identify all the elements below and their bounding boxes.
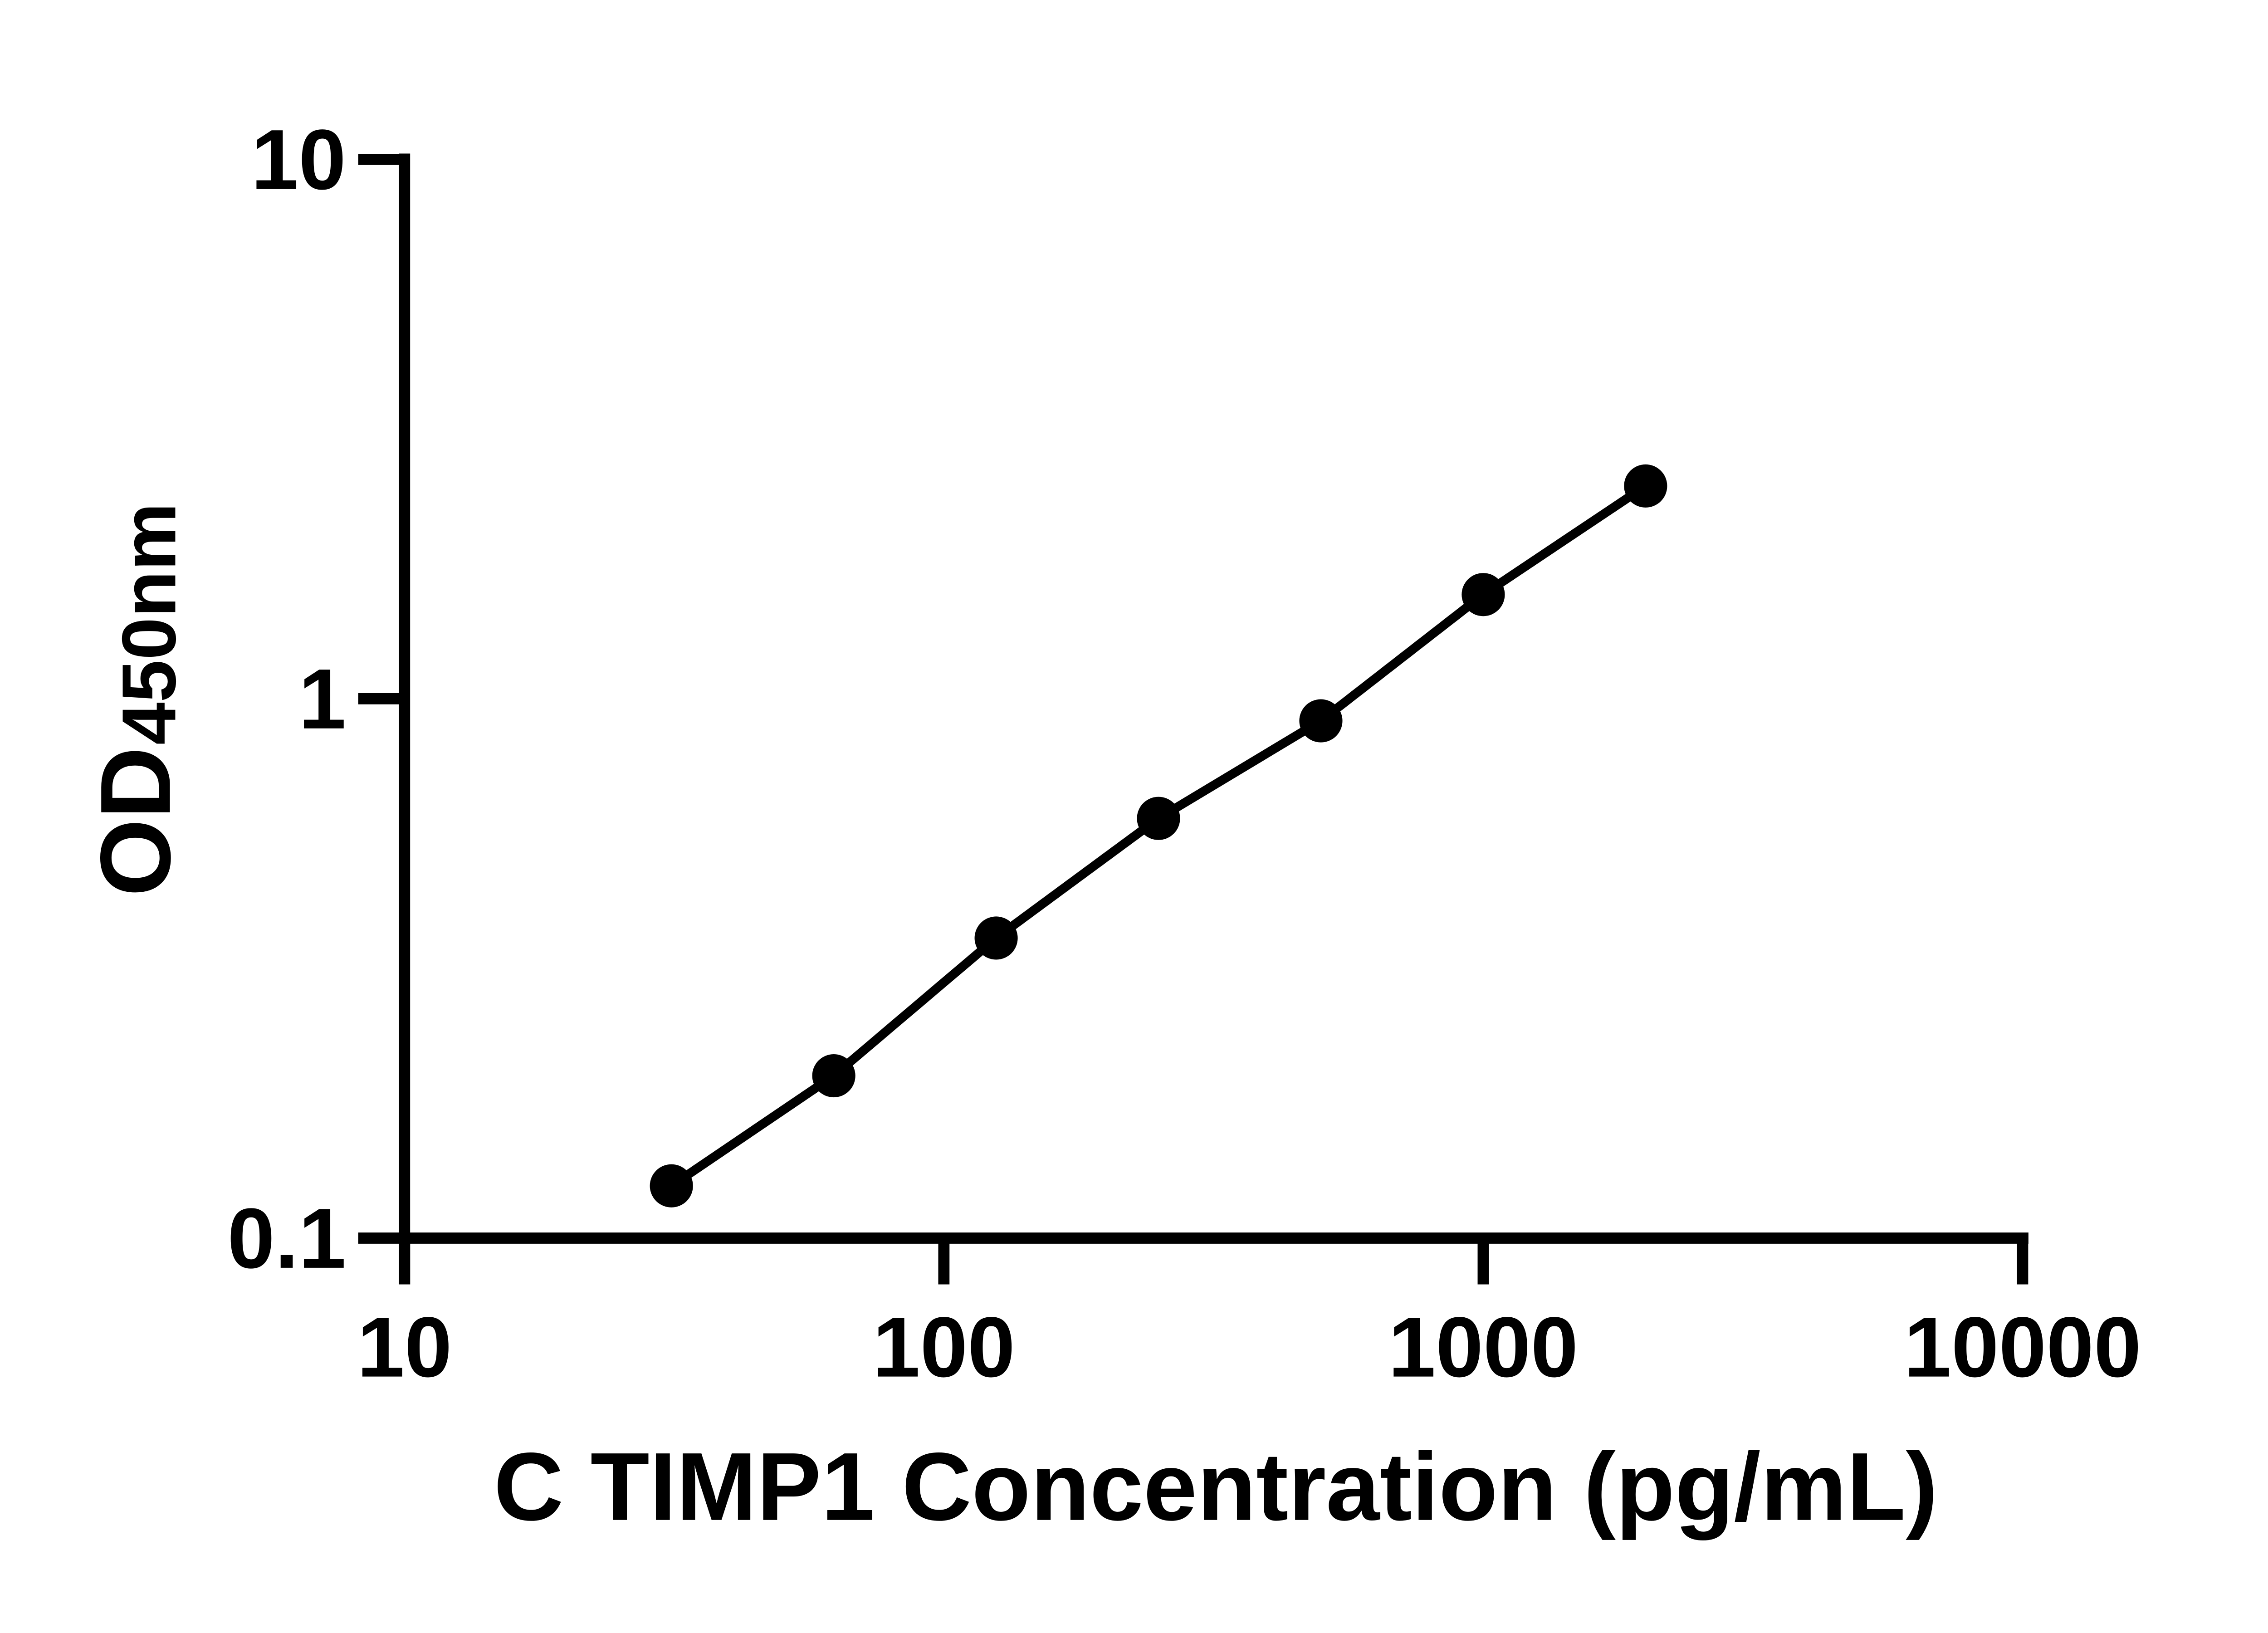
x-tick-label: 10000 <box>1904 1300 2141 1395</box>
data-point <box>1299 699 1343 743</box>
x-tick-label: 100 <box>873 1300 1015 1395</box>
y-tick-label: 10 <box>251 112 346 207</box>
x-tick-marks: 10 100 1000 10000 <box>357 1238 2141 1395</box>
data-point <box>974 916 1018 960</box>
x-tick-label: 1000 <box>1388 1300 1579 1395</box>
x-axis-title: C TIMP1 Concentration (pg/mL) <box>494 1433 1938 1541</box>
plot-axes: 10 1 0.1 10 100 1000 10000 <box>227 112 2141 1395</box>
y-tick-marks: 10 1 0.1 <box>227 112 405 1286</box>
x-tick-label: 10 <box>357 1300 452 1395</box>
data-point <box>1137 797 1180 840</box>
y-tick-label: 0.1 <box>227 1191 346 1286</box>
data-point <box>650 1164 693 1208</box>
data-point <box>1624 464 1667 508</box>
y-axis-title-main: OD <box>80 747 191 896</box>
y-tick-label: 1 <box>298 651 346 747</box>
data-point <box>812 1054 855 1098</box>
y-axis-title: OD 450nm <box>80 503 192 896</box>
y-axis-title-subscript: 450nm <box>106 503 191 745</box>
data-point <box>1461 573 1505 616</box>
data-series <box>650 464 1667 1208</box>
